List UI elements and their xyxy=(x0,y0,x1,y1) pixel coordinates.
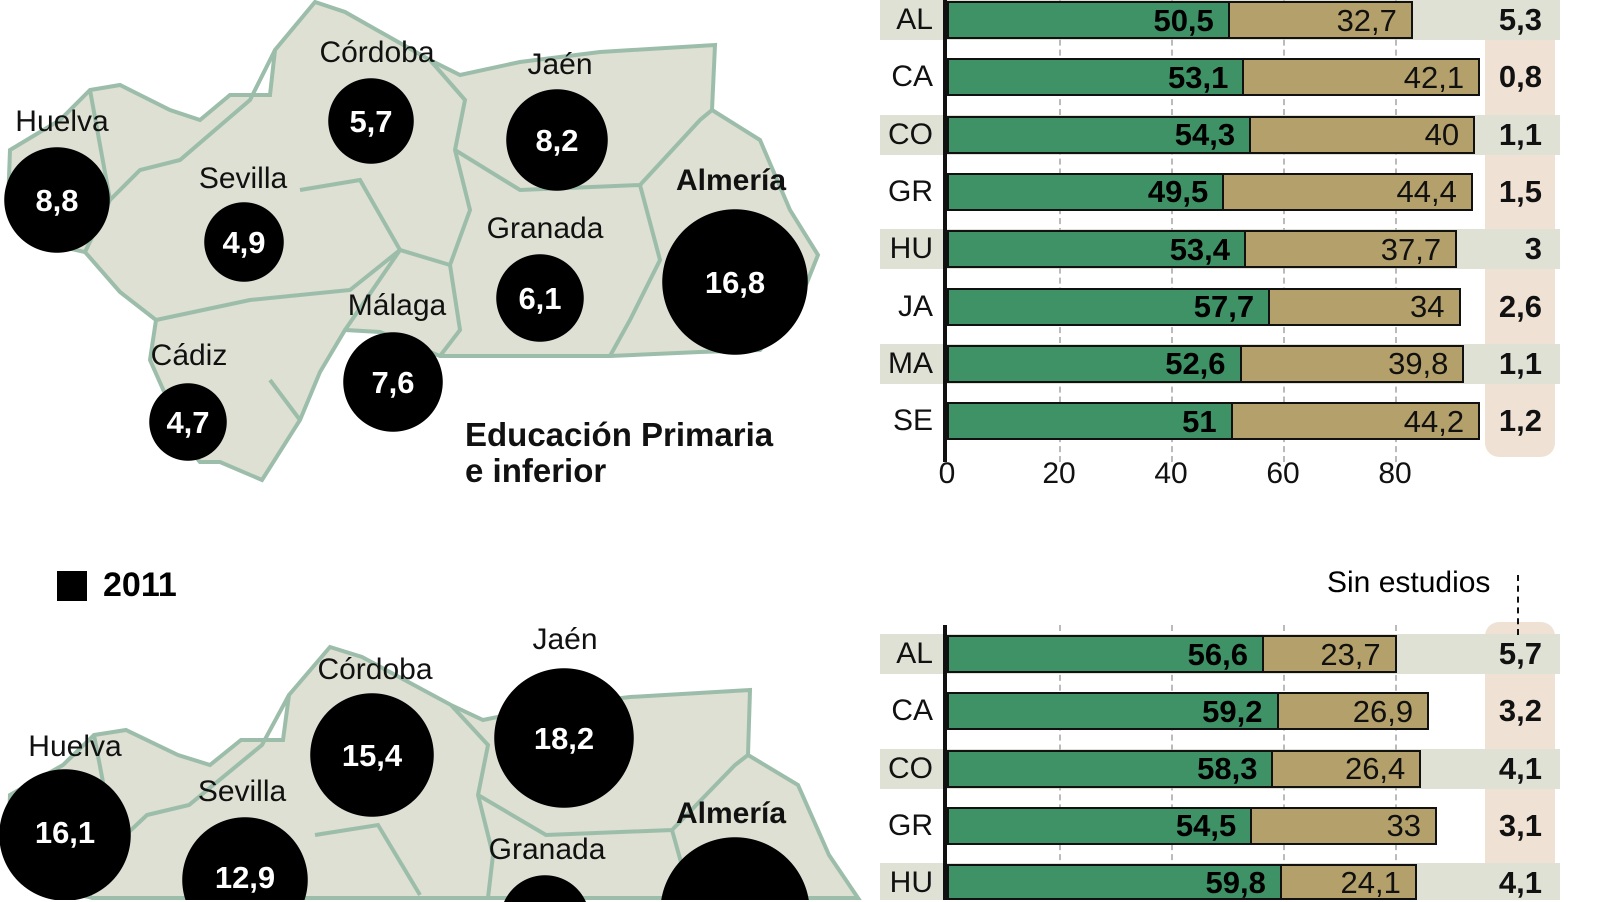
x-tick-label: 80 xyxy=(1378,457,1412,490)
bar-segment-primary: 54,5 xyxy=(947,806,1253,845)
province-bubble-0: 8,8 xyxy=(4,147,110,253)
province-bubble-1: 4,9 xyxy=(204,202,284,282)
bar-segment-secondary: 24,1 xyxy=(1279,864,1417,900)
sin-estudios-value: 5,3 xyxy=(1498,2,1542,37)
province-label: Jaén xyxy=(527,48,593,81)
province-label: Huelva xyxy=(15,105,109,138)
sin-estudios-value: 1,1 xyxy=(1498,345,1542,381)
x-tick-label: 40 xyxy=(1154,457,1188,490)
province-bubble-6: 7,6 xyxy=(343,332,443,432)
province-label: Jaén xyxy=(532,623,598,656)
province-bubble-4: 6,1 xyxy=(496,254,584,342)
province-bubble-7: 4,7 xyxy=(149,383,227,461)
sin-estudios-leader-line xyxy=(1517,575,1519,635)
sin-estudios-value: 3,1 xyxy=(1498,807,1542,843)
y-axis-line xyxy=(943,0,947,462)
bar-segment-secondary: 23,7 xyxy=(1261,635,1397,673)
bar-segment-secondary: 26,9 xyxy=(1276,692,1430,731)
bar-segment-secondary: 40 xyxy=(1249,115,1476,154)
bar-segment-secondary: 37,7 xyxy=(1244,230,1458,269)
province-label: Granada xyxy=(486,212,604,245)
bar-segment-secondary: 26,4 xyxy=(1271,749,1422,788)
sin-estudios-value: 1,1 xyxy=(1498,116,1542,152)
province-label: Cádiz xyxy=(150,339,228,372)
x-tick-label: 20 xyxy=(1042,457,1076,490)
bar-segment-primary: 57,7 xyxy=(947,287,1271,326)
bar-segment-secondary: 39,8 xyxy=(1239,344,1465,383)
bar-segment-primary: 52,6 xyxy=(947,344,1242,383)
province-bubble-2: 15,4 xyxy=(310,693,434,817)
province-bubble-3: 8,2 xyxy=(506,89,608,191)
bar-segment-primary: 53,1 xyxy=(947,58,1245,97)
province-label: Almería xyxy=(675,797,787,830)
bar-segment-primary: 51 xyxy=(947,402,1233,441)
category-label: CA xyxy=(891,694,933,728)
bar-segment-primary: 56,6 xyxy=(947,635,1264,673)
sin-estudios-value: 2,6 xyxy=(1498,288,1542,324)
category-label: GR xyxy=(888,174,933,208)
x-tick-label: 0 xyxy=(938,457,956,490)
sin-estudios-value: 3 xyxy=(1524,231,1542,267)
category-label: AL xyxy=(896,3,933,36)
map-title-line1: Educación Primaria xyxy=(465,416,774,453)
x-tick-label: 60 xyxy=(1266,457,1300,490)
y-axis-line xyxy=(943,625,947,900)
province-bubble-5 xyxy=(660,837,810,900)
map-title-line2: e inferior xyxy=(465,452,607,489)
category-label: GR xyxy=(888,808,933,842)
province-bubble-5: 16,8 xyxy=(662,209,808,355)
province-label: Granada xyxy=(488,833,606,866)
province-label: Córdoba xyxy=(317,653,433,686)
category-label: CO xyxy=(888,117,933,151)
sin-estudios-value: 0,8 xyxy=(1498,59,1542,95)
category-label: MA xyxy=(888,346,933,380)
province-bubble-1: 12,9 xyxy=(182,817,308,900)
province-label: Almería xyxy=(675,164,787,197)
province-label: Málaga xyxy=(347,289,447,322)
bar-segment-primary: 54,3 xyxy=(947,115,1252,154)
sin-estudios-label: Sin estudios xyxy=(1327,566,1491,599)
bar-segment-primary: 53,4 xyxy=(947,230,1247,269)
province-bubble-3: 18,2 xyxy=(494,668,634,808)
bar-segment-secondary: 42,1 xyxy=(1242,58,1481,97)
category-label: CO xyxy=(888,751,933,785)
sin-estudios-value: 4,1 xyxy=(1498,750,1542,786)
sin-estudios-value: 5,7 xyxy=(1498,636,1542,671)
category-label: SE xyxy=(892,404,933,438)
sin-estudios-value: 3,2 xyxy=(1498,693,1542,729)
bar-segment-secondary: 33 xyxy=(1250,806,1437,845)
legend-year: 2011 xyxy=(103,566,177,604)
category-label: HU xyxy=(889,232,933,266)
sin-estudios-value: 1,5 xyxy=(1498,173,1542,209)
province-bubble-0: 16,1 xyxy=(0,769,131,900)
province-label: Sevilla xyxy=(198,162,288,195)
category-label: AL xyxy=(896,637,933,670)
bar-segment-primary: 50,5 xyxy=(947,1,1230,39)
black-square-icon xyxy=(57,571,87,601)
map-title: Educación Primaria e inferior xyxy=(465,417,773,489)
province-label: Córdoba xyxy=(319,36,435,69)
bar-segment-primary: 59,8 xyxy=(947,864,1282,900)
bar-segment-primary: 59,2 xyxy=(947,692,1279,731)
bar-segment-primary: 49,5 xyxy=(947,172,1225,211)
province-label: Sevilla xyxy=(197,775,287,808)
sin-estudios-value: 4,1 xyxy=(1498,865,1542,901)
category-label: HU xyxy=(889,866,933,900)
province-label: Huelva xyxy=(28,730,122,763)
sin-estudios-value: 1,2 xyxy=(1498,403,1542,439)
province-bubble-2: 5,7 xyxy=(328,78,414,164)
bar-segment-secondary: 32,7 xyxy=(1227,1,1413,39)
bar-segment-primary: 58,3 xyxy=(947,749,1274,788)
province-bubble-4 xyxy=(500,875,590,902)
category-label: JA xyxy=(897,289,933,323)
bar-segment-secondary: 44,2 xyxy=(1230,402,1481,441)
bar-segment-secondary: 34 xyxy=(1268,287,1461,326)
bar-segment-secondary: 44,4 xyxy=(1222,172,1473,211)
category-label: CA xyxy=(891,60,933,94)
